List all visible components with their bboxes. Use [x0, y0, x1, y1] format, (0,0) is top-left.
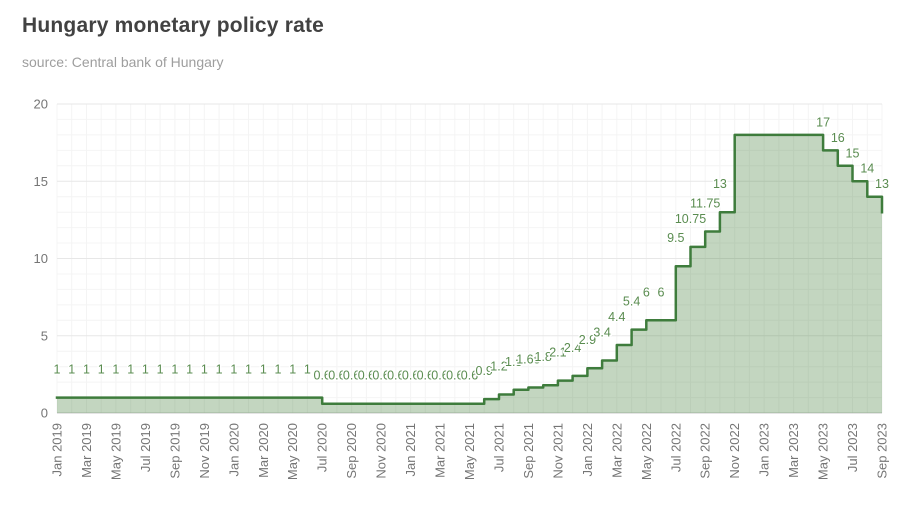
svg-text:0.6: 0.6 — [372, 369, 389, 383]
svg-text:May 2019: May 2019 — [108, 423, 123, 480]
svg-text:Jan 2022: Jan 2022 — [580, 423, 595, 477]
svg-text:Mar 2023: Mar 2023 — [786, 423, 801, 478]
svg-text:0.6: 0.6 — [431, 369, 448, 383]
svg-text:14: 14 — [860, 162, 874, 176]
svg-text:0.6: 0.6 — [387, 369, 404, 383]
svg-text:Nov 2019: Nov 2019 — [197, 423, 212, 479]
svg-text:10: 10 — [34, 251, 48, 266]
svg-text:10.75: 10.75 — [675, 212, 706, 226]
svg-text:Mar 2022: Mar 2022 — [609, 423, 624, 478]
svg-text:Jan 2020: Jan 2020 — [226, 423, 241, 477]
svg-text:May 2020: May 2020 — [285, 423, 300, 480]
svg-text:Jul 2022: Jul 2022 — [668, 423, 683, 472]
svg-text:1: 1 — [230, 363, 237, 377]
svg-text:2.1: 2.1 — [549, 346, 566, 360]
svg-text:2.9: 2.9 — [579, 333, 596, 347]
svg-text:Jul 2023: Jul 2023 — [845, 423, 860, 472]
svg-text:4.4: 4.4 — [608, 310, 625, 324]
svg-text:May 2023: May 2023 — [816, 423, 831, 480]
svg-text:1: 1 — [171, 363, 178, 377]
svg-text:1: 1 — [157, 363, 164, 377]
svg-text:1: 1 — [186, 363, 193, 377]
svg-text:0.6: 0.6 — [446, 369, 463, 383]
svg-text:1: 1 — [142, 363, 149, 377]
svg-text:15: 15 — [34, 174, 48, 189]
svg-text:1: 1 — [304, 363, 311, 377]
svg-text:Nov 2020: Nov 2020 — [374, 423, 389, 479]
svg-text:20: 20 — [34, 97, 48, 112]
svg-text:9.5: 9.5 — [667, 231, 684, 245]
svg-text:1.2: 1.2 — [490, 360, 507, 374]
svg-text:0.9: 0.9 — [476, 364, 493, 378]
svg-text:Sep 2020: Sep 2020 — [344, 423, 359, 479]
svg-text:1: 1 — [98, 363, 105, 377]
svg-text:May 2022: May 2022 — [639, 423, 654, 480]
svg-text:0.6: 0.6 — [343, 369, 360, 383]
svg-text:0.6: 0.6 — [328, 369, 345, 383]
svg-text:1: 1 — [83, 363, 90, 377]
svg-text:1: 1 — [289, 363, 296, 377]
chart-title: Hungary monetary policy rate — [22, 14, 325, 37]
svg-text:1: 1 — [54, 363, 61, 377]
svg-text:3.4: 3.4 — [593, 326, 610, 340]
svg-text:1: 1 — [260, 363, 267, 377]
svg-text:1: 1 — [127, 363, 134, 377]
svg-text:6: 6 — [643, 285, 650, 299]
svg-text:1: 1 — [112, 363, 119, 377]
svg-text:5: 5 — [41, 328, 48, 343]
svg-text:1: 1 — [275, 363, 282, 377]
svg-text:Jul 2019: Jul 2019 — [138, 423, 153, 472]
svg-text:May 2021: May 2021 — [462, 423, 477, 480]
svg-text:Nov 2021: Nov 2021 — [550, 423, 565, 479]
svg-text:Jan 2019: Jan 2019 — [50, 423, 65, 477]
svg-text:5.4: 5.4 — [623, 295, 640, 309]
svg-text:1.8: 1.8 — [535, 350, 552, 364]
svg-text:0: 0 — [41, 406, 48, 421]
svg-text:Jul 2020: Jul 2020 — [315, 423, 330, 472]
svg-text:0.6: 0.6 — [358, 369, 375, 383]
svg-text:1.65: 1.65 — [516, 353, 540, 367]
svg-text:Mar 2021: Mar 2021 — [433, 423, 448, 478]
svg-text:Jan 2023: Jan 2023 — [757, 423, 772, 477]
plot-area: 0 5 10 15 20 Jan 2019 Mar 2019 May 2019 Jul 2019… — [20, 95, 898, 514]
svg-text:Mar 2019: Mar 2019 — [79, 423, 94, 478]
svg-text:0.6: 0.6 — [402, 369, 419, 383]
svg-text:15: 15 — [846, 146, 860, 160]
svg-text:Sep 2019: Sep 2019 — [167, 423, 182, 479]
svg-text:Sep 2022: Sep 2022 — [698, 423, 713, 479]
chart-svg: 0 5 10 15 20 Jan 2019 Mar 2019 May 2019 Jul 2019… — [34, 97, 891, 481]
svg-text:Nov 2022: Nov 2022 — [727, 423, 742, 479]
svg-text:0.6: 0.6 — [314, 369, 331, 383]
svg-text:1.5: 1.5 — [505, 355, 522, 369]
svg-text:11.75: 11.75 — [690, 197, 720, 211]
svg-text:17: 17 — [816, 115, 830, 129]
svg-text:2.4: 2.4 — [564, 341, 581, 355]
svg-text:6: 6 — [658, 285, 665, 299]
svg-text:Sep 2021: Sep 2021 — [521, 423, 536, 479]
svg-text:Jan 2021: Jan 2021 — [403, 423, 418, 477]
svg-text:16: 16 — [831, 131, 845, 145]
svg-text:1: 1 — [216, 363, 223, 377]
svg-text:Mar 2020: Mar 2020 — [256, 423, 271, 478]
svg-text:1: 1 — [68, 363, 75, 377]
svg-text:0.6: 0.6 — [461, 369, 478, 383]
svg-text:1: 1 — [201, 363, 208, 377]
svg-text:1: 1 — [245, 363, 252, 377]
svg-text:Sep 2023: Sep 2023 — [875, 423, 890, 479]
svg-text:13: 13 — [713, 177, 727, 191]
chart-source-subtitle: source: Central bank of Hungary — [22, 54, 224, 70]
svg-text:Jul 2021: Jul 2021 — [492, 423, 507, 472]
policy-rate-step-area-chart: 0 5 10 15 20 Jan 2019 Mar 2019 May 2019 Jul 2019… — [20, 95, 898, 509]
svg-text:13: 13 — [875, 177, 889, 191]
svg-text:0.6: 0.6 — [417, 369, 434, 383]
